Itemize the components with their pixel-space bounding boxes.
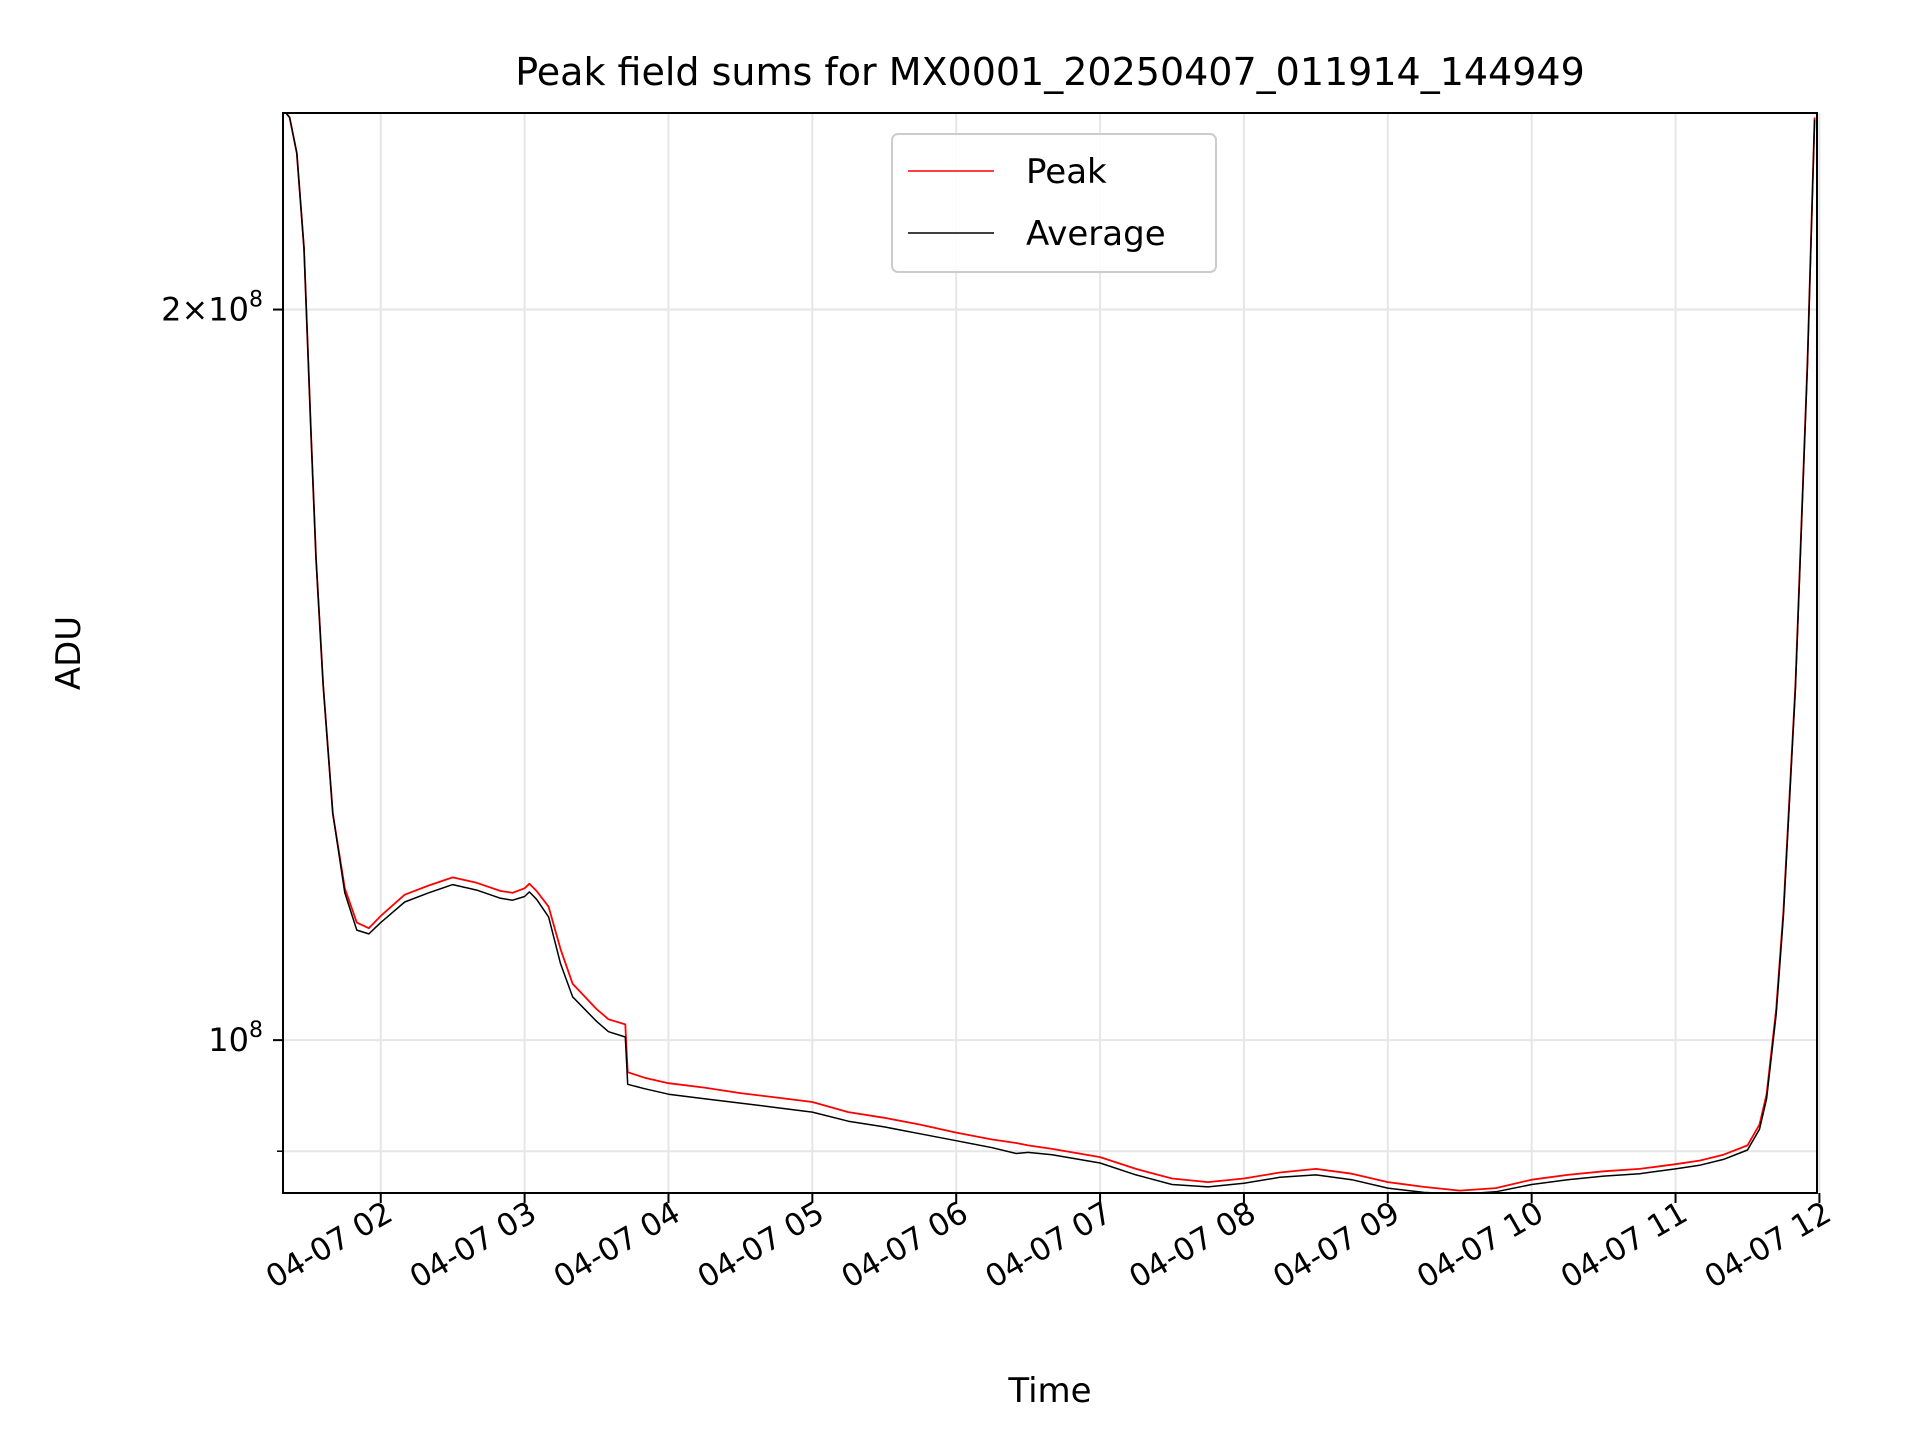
legend-label-average: Average	[1026, 214, 1166, 254]
y-tick-label: 2×108	[161, 288, 263, 329]
x-axis-label: Time	[1007, 1371, 1091, 1411]
y-axis-label: ADU	[49, 616, 89, 690]
y-tick-label: 108	[208, 1018, 263, 1059]
plot-lines	[284, 113, 1816, 1193]
y-axis-ticks: 108 2×108	[161, 288, 283, 1152]
legend: Peak Average	[891, 133, 1217, 273]
legend-box	[891, 133, 1217, 273]
grid	[283, 113, 1821, 1193]
series-line-average	[285, 113, 1816, 1193]
legend-label-peak: Peak	[1026, 152, 1107, 192]
chart-title: Peak field sums for MX0001_20250407_0119…	[515, 50, 1585, 94]
series-line-peak	[284, 113, 1816, 1192]
plot-frame	[282, 112, 1818, 1194]
